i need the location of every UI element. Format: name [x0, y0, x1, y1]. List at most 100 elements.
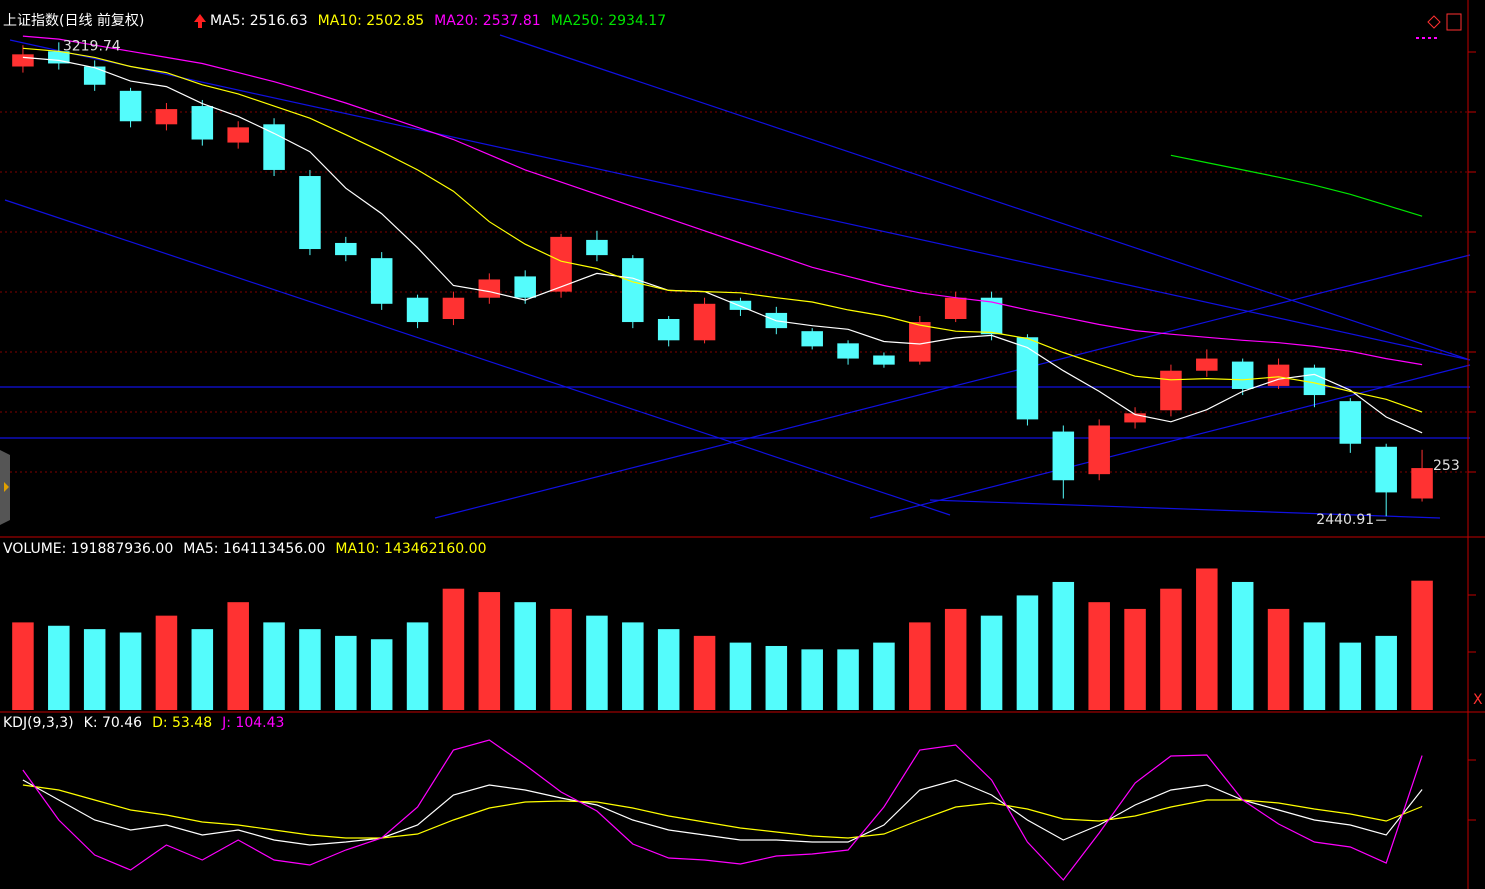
volume-bar: [1339, 642, 1362, 710]
volume-bar: [335, 635, 357, 710]
side-tab-arrow: [4, 482, 9, 492]
volume-bar: [1196, 568, 1218, 710]
candle-body: [1088, 425, 1110, 475]
header-label: VOLUME: 191887936.00: [3, 541, 173, 557]
volume-bar: [370, 639, 393, 710]
candle-body: [1052, 431, 1075, 481]
candle-body: [1267, 364, 1290, 386]
volume-bar: [406, 622, 429, 710]
header-label: MA5: 2516.63: [210, 13, 308, 29]
low-label: 2440.91: [1316, 512, 1374, 528]
candle-body: [837, 343, 859, 359]
volume-bar: [1016, 595, 1039, 710]
signal-icon: [194, 14, 206, 28]
candle-body: [335, 242, 357, 256]
trend-lines: [0, 34, 1471, 519]
header-label: D: 53.48: [152, 715, 212, 731]
icon[interactable]: [1427, 15, 1441, 29]
candle-body: [370, 258, 393, 304]
volume-bar: [980, 615, 1003, 710]
candle-body: [442, 297, 465, 320]
volume-bar: [478, 592, 501, 710]
header-label: K: 70.46: [84, 715, 143, 731]
volume-bar: [263, 622, 285, 710]
candle-body: [980, 297, 1003, 335]
last-label: 253: [1433, 458, 1460, 474]
volume-bar: [119, 632, 142, 710]
volume-bar: [442, 588, 465, 710]
header-label: KDJ(9,3,3): [3, 715, 74, 731]
header-label: MA20: 2537.81: [434, 13, 541, 29]
candle-body: [1375, 446, 1397, 493]
volume-bar: [227, 602, 249, 710]
volume-bar: [873, 642, 895, 710]
candle-body: [191, 106, 214, 140]
kdj-line: [22, 739, 1423, 881]
volume-bar: [1267, 608, 1290, 710]
candle-body: [227, 127, 249, 143]
volume-bar: [550, 608, 572, 710]
close-pane[interactable]: X: [1473, 692, 1483, 708]
candle-body: [478, 279, 501, 298]
kdj-line: [22, 779, 1423, 846]
volume-bar: [1124, 608, 1146, 710]
chart-title: 上证指数(日线 前复权): [3, 12, 144, 29]
candle-body: [801, 331, 823, 347]
volume-bar: [155, 615, 178, 710]
ma-line: [22, 56, 1423, 434]
volume-bar: [1303, 622, 1326, 710]
header-label: MA5: 164113456.00: [183, 541, 325, 557]
ma-line: [22, 35, 1423, 366]
volume-bar: [837, 649, 859, 710]
ma-line: [22, 47, 1423, 413]
volume-bar: [12, 622, 34, 710]
volume-bar: [801, 649, 823, 710]
candle-body: [1160, 370, 1182, 411]
volume-bar: [514, 602, 536, 710]
right-axis-ticks: [1468, 51, 1476, 821]
header-label: MA250: 2934.17: [551, 13, 666, 29]
candle-body: [550, 236, 572, 292]
candle-body: [83, 66, 106, 85]
volume-bar: [191, 629, 214, 710]
candle-body: [1124, 413, 1146, 423]
volume-bar: [944, 608, 967, 710]
candle-body: [1196, 358, 1218, 371]
candle-body: [657, 319, 680, 341]
volume-bar: [909, 622, 931, 710]
candle-body: [263, 124, 285, 170]
candle-body: [693, 303, 716, 341]
candle-body: [299, 176, 321, 250]
volume-bar: [1160, 588, 1182, 710]
header-label: MA10: 143462160.00: [335, 541, 486, 557]
candle-body: [155, 109, 178, 125]
volume-bar: [299, 629, 321, 710]
candle-body: [622, 258, 644, 323]
candle-body: [514, 276, 536, 298]
volume-bar: [1231, 581, 1254, 710]
candle-body: [586, 239, 608, 256]
candle-body: [1339, 401, 1362, 444]
volume-bar: [1052, 581, 1075, 710]
candle-body: [1231, 361, 1254, 389]
candle-body: [729, 300, 752, 310]
candle-body: [873, 355, 895, 365]
volume-bar: [1088, 602, 1110, 710]
kdj-line: [22, 784, 1423, 839]
volume-bar: [693, 635, 716, 710]
header-label: MA10: 2502.85: [318, 13, 425, 29]
volume-bar: [622, 622, 644, 710]
header-label: J: 104.43: [221, 715, 284, 731]
volume-bar: [83, 629, 106, 710]
volume-bar: [586, 615, 608, 710]
volume-bar: [48, 625, 70, 710]
candle-body: [1411, 468, 1433, 499]
candle-body: [909, 322, 931, 362]
icon[interactable]: [1446, 13, 1462, 31]
candle-body: [119, 90, 142, 122]
high-label: 3219.74: [63, 38, 121, 54]
candle-body: [406, 297, 429, 323]
volume-bar: [657, 629, 680, 710]
